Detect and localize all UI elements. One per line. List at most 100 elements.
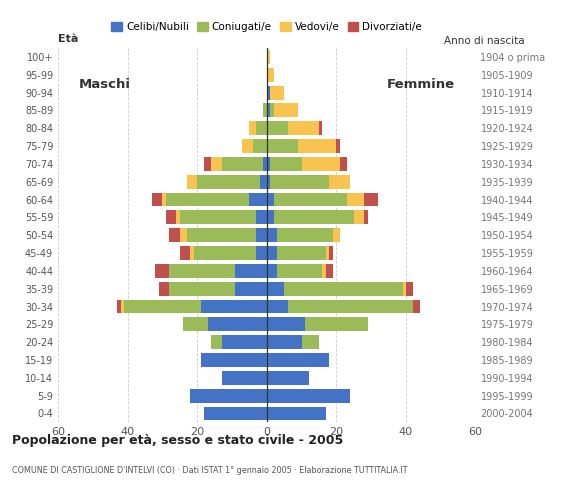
Bar	[124, 300, 201, 313]
Bar	[336, 139, 340, 153]
Bar	[162, 192, 166, 206]
Bar	[208, 317, 267, 331]
Bar	[267, 371, 309, 385]
Bar	[201, 353, 267, 367]
Bar	[267, 85, 270, 99]
Bar	[326, 264, 333, 278]
Bar	[333, 228, 340, 242]
Bar	[235, 264, 267, 278]
Bar	[274, 104, 298, 117]
Bar	[274, 192, 347, 206]
Bar	[267, 175, 270, 189]
Bar	[152, 192, 162, 206]
Bar	[121, 300, 124, 313]
Bar	[270, 175, 329, 189]
Text: Anno di nascita: Anno di nascita	[444, 36, 525, 46]
Bar	[169, 228, 180, 242]
Bar	[263, 104, 267, 117]
Bar	[222, 371, 267, 385]
Bar	[267, 210, 274, 224]
Bar	[319, 121, 322, 135]
Bar	[249, 121, 256, 135]
Bar	[270, 85, 284, 99]
Bar	[267, 192, 274, 206]
Bar	[267, 282, 284, 296]
Bar	[242, 139, 253, 153]
Bar	[222, 157, 263, 171]
Bar	[298, 139, 336, 153]
Bar	[260, 175, 267, 189]
Bar	[364, 192, 378, 206]
Bar	[256, 246, 267, 260]
Bar	[222, 335, 267, 349]
Bar	[187, 175, 197, 189]
Bar	[180, 228, 187, 242]
Bar	[267, 68, 274, 82]
Bar	[166, 192, 249, 206]
Bar	[263, 157, 267, 171]
Text: Maschi: Maschi	[79, 77, 131, 91]
Bar	[288, 121, 319, 135]
Bar	[270, 157, 302, 171]
Bar	[211, 335, 222, 349]
Bar	[267, 246, 277, 260]
Bar	[354, 210, 364, 224]
Bar	[180, 210, 256, 224]
Bar	[204, 157, 211, 171]
Bar	[267, 121, 288, 135]
Bar	[277, 264, 322, 278]
Bar	[201, 300, 267, 313]
Bar	[267, 104, 270, 117]
Bar	[169, 264, 235, 278]
Bar	[256, 121, 267, 135]
Bar	[249, 192, 267, 206]
Bar	[403, 282, 406, 296]
Bar	[267, 407, 326, 420]
Bar	[274, 210, 354, 224]
Bar	[204, 407, 267, 420]
Bar	[253, 139, 267, 153]
Bar	[347, 192, 364, 206]
Bar	[183, 317, 208, 331]
Bar	[267, 157, 270, 171]
Bar	[267, 389, 350, 403]
Bar	[267, 335, 302, 349]
Bar	[190, 246, 194, 260]
Bar	[277, 246, 326, 260]
Bar	[235, 282, 267, 296]
Bar	[190, 389, 267, 403]
Bar	[284, 282, 403, 296]
Bar	[302, 157, 340, 171]
Bar	[270, 104, 274, 117]
Bar	[159, 282, 169, 296]
Bar	[155, 264, 169, 278]
Bar	[329, 175, 350, 189]
Bar	[329, 246, 333, 260]
Bar	[194, 246, 256, 260]
Bar	[166, 210, 176, 224]
Bar	[267, 264, 277, 278]
Bar	[305, 317, 368, 331]
Text: Popolazione per età, sesso e stato civile - 2005: Popolazione per età, sesso e stato civil…	[12, 434, 343, 447]
Bar	[180, 246, 190, 260]
Bar	[326, 246, 329, 260]
Text: COMUNE DI CASTIGLIONE D'INTELVI (CO) · Dati ISTAT 1° gennaio 2005 · Elaborazione: COMUNE DI CASTIGLIONE D'INTELVI (CO) · D…	[12, 466, 407, 475]
Legend: Celibi/Nubili, Coniugati/e, Vedovi/e, Divorziati/e: Celibi/Nubili, Coniugati/e, Vedovi/e, Di…	[107, 18, 426, 36]
Bar	[256, 210, 267, 224]
Text: Età: Età	[58, 35, 78, 45]
Bar	[117, 300, 121, 313]
Bar	[267, 50, 270, 64]
Bar	[267, 317, 305, 331]
Bar	[322, 264, 326, 278]
Bar	[169, 282, 235, 296]
Bar	[176, 210, 180, 224]
Bar	[413, 300, 420, 313]
Bar	[267, 139, 298, 153]
Bar	[364, 210, 368, 224]
Bar	[187, 228, 256, 242]
Bar	[197, 175, 260, 189]
Bar	[211, 157, 222, 171]
Bar	[267, 353, 329, 367]
Bar	[406, 282, 413, 296]
Bar	[267, 300, 288, 313]
